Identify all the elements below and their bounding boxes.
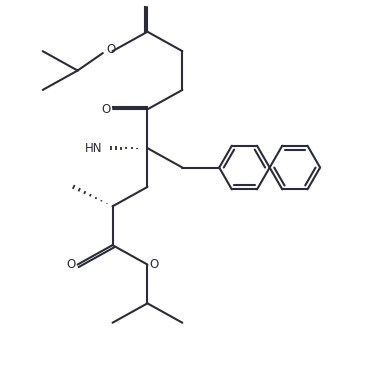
Text: O: O [150,258,159,271]
Text: O: O [106,43,115,56]
Text: HN: HN [85,142,102,155]
Text: O: O [66,258,75,271]
Text: O: O [101,103,110,116]
